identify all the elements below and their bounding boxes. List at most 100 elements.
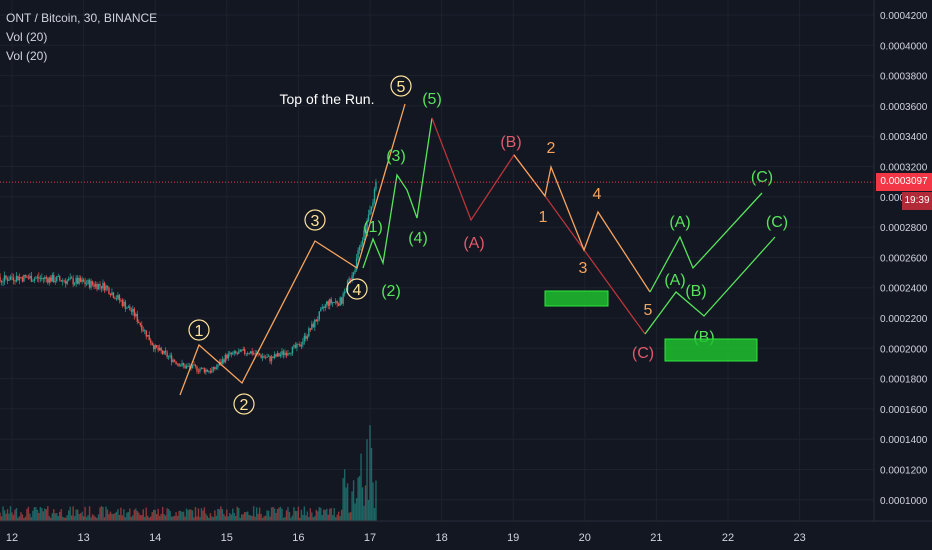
volume-bar [305,515,307,521]
price-tick-label: 0.0002600 [880,253,928,264]
candle-body [124,301,127,309]
volume-indicator-label[interactable]: Vol (20) [6,30,48,44]
candle-body [117,295,119,299]
candle-body [343,291,346,294]
volume-bar [118,514,121,521]
volume-bar [220,506,222,521]
volume-bar [299,517,301,521]
volume-bar [208,517,210,521]
candle-body [136,313,138,322]
candle-body [306,336,309,339]
symbol-title[interactable]: ONT / Bitcoin, 30, BINANCE [6,11,158,25]
volume-bar [346,483,349,521]
volume-bar [370,448,373,521]
candle-body [173,359,176,362]
volume-bar [300,509,303,521]
candle-body [132,308,134,312]
volume-bar [99,507,101,521]
candle-body [151,343,153,346]
price-scale[interactable]: 0.0004200 0.0004000 0.0003800 0.0003600 0.00… [880,11,928,507]
projection1-a-label: (A) [669,214,690,231]
candle-body [176,363,179,365]
candle-body [199,369,201,372]
subwave-4-label: (4) [408,230,428,247]
candle-body [318,311,320,320]
candle-body [372,202,374,207]
candle-body [227,353,229,359]
volume-bar [56,512,58,521]
volume-bar [141,515,143,521]
volume-bar [167,508,170,521]
candle-body [206,369,209,372]
volume-bar [261,517,264,521]
target-zone-box-2 [664,338,758,362]
candle-body [161,350,164,354]
candle-body [251,351,253,355]
volume-bar [244,512,246,521]
volume-bar [367,499,370,521]
volume-bar [23,517,25,521]
volume-bar [138,512,140,521]
candle-body [96,283,98,290]
volume-bar [238,508,240,521]
volume-bar [29,513,31,521]
volume-bar [360,453,362,521]
time-tick-label: 21 [650,532,662,544]
candle-body [188,365,191,367]
volume-bar [320,507,322,521]
volume-bar [62,516,64,521]
candle-body [17,275,19,281]
candle-body [118,295,121,301]
candle-body [30,275,33,282]
candle-body [181,363,183,366]
candle-body [230,352,232,355]
candle-body [363,230,365,241]
candle-body [73,283,76,285]
volume-bar [218,509,221,521]
price-tick-label: 0.0003800 [880,72,928,83]
candle-body [191,364,194,369]
volume-indicator-label-2[interactable]: Vol (20) [6,49,48,63]
volume-bar [308,516,310,521]
candle-body [163,350,165,354]
volume-bar [21,514,24,521]
candle-body [169,355,171,357]
candle-body [309,328,312,330]
candle-body [337,303,340,306]
candle-body [203,368,206,373]
candle-body [334,301,337,303]
volume-bar [236,506,238,521]
candle-body [59,276,61,281]
last-price-badge: 0.0003097 [876,173,932,192]
candle-body [285,352,288,356]
volume-bar [2,506,4,521]
candle-body [288,353,291,355]
volume-bar [279,506,282,521]
candle-body [278,352,280,357]
volume-bar [90,517,92,521]
volume-bar [196,516,198,521]
orange-count-line [513,154,651,293]
volume-bar [351,491,353,521]
candle-body [282,351,285,356]
volume-bar [197,508,200,521]
volume-bar [133,509,136,521]
candle-body [252,353,255,355]
candle-body [50,277,52,282]
target-zone-box-1 [544,290,609,307]
volume-bar [212,517,215,521]
candle-body [82,279,85,282]
volume-bar [191,510,194,521]
volume-bar [102,507,104,521]
time-scale[interactable]: 12 13 14 15 16 17 18 19 20 21 22 23 [6,532,806,544]
candle-body [229,352,231,354]
candle-body [235,351,237,354]
price-tick-label: 0.0003400 [880,132,928,143]
volume-bar [81,511,83,521]
candle-body [145,330,147,337]
volume-bar [147,515,149,521]
volume-bar [163,514,165,521]
candle-body [123,301,125,306]
